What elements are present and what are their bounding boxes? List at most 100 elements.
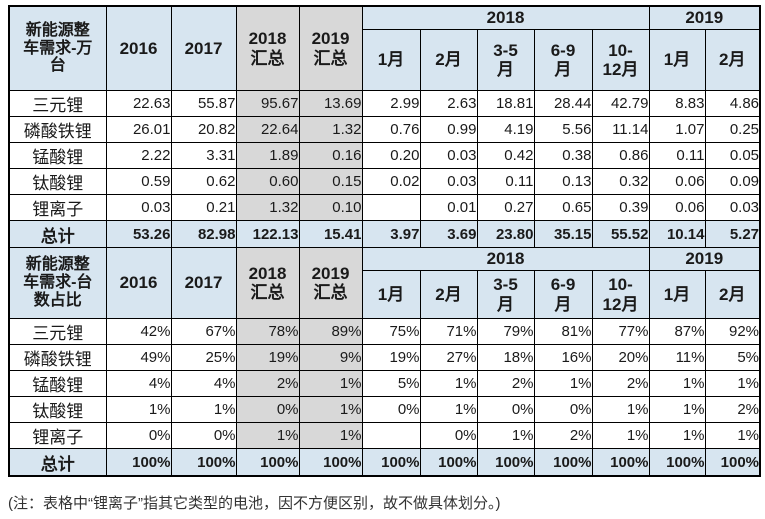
year-header-cell: 2016: [105, 5, 172, 91]
value-cell: 95.67: [235, 90, 300, 117]
value-cell: 16%: [533, 344, 593, 371]
value-cell: 92%: [704, 318, 761, 345]
value-cell: 11.14: [591, 116, 650, 143]
battery-type-label: 锂离子: [8, 194, 107, 221]
value-cell: 0.13: [533, 168, 593, 195]
battery-type-label: 钛酸锂: [8, 396, 107, 423]
value-cell: 1.32: [298, 116, 363, 143]
value-cell: [361, 194, 421, 221]
month-header-cell: 1月: [361, 29, 421, 91]
summary-header-cell: 2018 汇总: [235, 247, 300, 319]
year-header-cell: 2017: [170, 247, 237, 319]
value-cell: 2.63: [419, 90, 478, 117]
value-cell: 42.79: [591, 90, 650, 117]
value-cell: 1%: [419, 370, 478, 397]
value-cell: 26.01: [105, 116, 172, 143]
value-cell: 78%: [235, 318, 300, 345]
table-corner-label: 新能源整 车需求-台 数占比: [8, 247, 107, 319]
total-value-cell: 100%: [361, 448, 421, 477]
value-cell: 0.03: [105, 194, 172, 221]
value-cell: 0.01: [419, 194, 478, 221]
table-body: 新能源整 车需求-万 台 2016 2017 2018 汇总 2019 汇总 2018 20…: [8, 5, 761, 477]
battery-type-label: 锰酸锂: [8, 142, 107, 169]
value-cell: 0.20: [361, 142, 421, 169]
month-header-cell: 6-9 月: [533, 29, 593, 91]
total-value-cell: 100%: [476, 448, 535, 477]
value-cell: 5.56: [533, 116, 593, 143]
value-cell: 1%: [704, 422, 761, 449]
value-cell: 0.38: [533, 142, 593, 169]
value-cell: 87%: [648, 318, 706, 345]
value-cell: 0.39: [591, 194, 650, 221]
battery-type-label: 三元锂: [8, 90, 107, 117]
value-cell: 5%: [704, 344, 761, 371]
value-cell: 0.62: [170, 168, 237, 195]
value-cell: 27%: [419, 344, 478, 371]
value-cell: 0.05: [704, 142, 761, 169]
total-value-cell: 100%: [105, 448, 172, 477]
summary-header-cell: 2018 汇总: [235, 5, 300, 91]
total-value-cell: 5.27: [704, 220, 761, 248]
value-cell: 1%: [419, 396, 478, 423]
value-cell: 0.27: [476, 194, 535, 221]
value-cell: 4.19: [476, 116, 535, 143]
value-cell: 77%: [591, 318, 650, 345]
total-value-cell: 82.98: [170, 220, 237, 248]
value-cell: 18.81: [476, 90, 535, 117]
total-value-cell: 100%: [235, 448, 300, 477]
value-cell: 0%: [235, 396, 300, 423]
value-cell: 1%: [591, 396, 650, 423]
value-cell: 0%: [476, 396, 535, 423]
year-group-header: 2018: [361, 247, 650, 271]
value-cell: 20%: [591, 344, 650, 371]
value-cell: 4%: [170, 370, 237, 397]
total-value-cell: 100%: [533, 448, 593, 477]
value-cell: 49%: [105, 344, 172, 371]
value-cell: 1%: [648, 422, 706, 449]
month-header-cell: 1月: [648, 29, 706, 91]
month-header-cell: 10- 12月: [591, 29, 650, 91]
value-cell: 89%: [298, 318, 363, 345]
value-cell: 67%: [170, 318, 237, 345]
value-cell: 13.69: [298, 90, 363, 117]
value-cell: 0.06: [648, 168, 706, 195]
battery-demand-table: 新能源整 车需求-万 台 2016 2017 2018 汇总 2019 汇总 2018 20…: [8, 5, 762, 477]
battery-type-label: 锂离子: [8, 422, 107, 449]
page: 新能源整 车需求-万 台 2016 2017 2018 汇总 2019 汇总 2018 20…: [0, 5, 765, 519]
month-header-cell: 2月: [419, 270, 478, 319]
total-value-cell: 100%: [298, 448, 363, 477]
table-corner-label: 新能源整 车需求-万 台: [8, 5, 107, 91]
value-cell: 1%: [704, 370, 761, 397]
value-cell: 0%: [533, 396, 593, 423]
value-cell: 0.42: [476, 142, 535, 169]
value-cell: 75%: [361, 318, 421, 345]
total-value-cell: 55.52: [591, 220, 650, 248]
battery-type-label: 磷酸铁锂: [8, 344, 107, 371]
battery-type-label: 磷酸铁锂: [8, 116, 107, 143]
value-cell: 0.03: [419, 142, 478, 169]
value-cell: 0.59: [105, 168, 172, 195]
value-cell: 0.03: [704, 194, 761, 221]
month-header-cell: 6-9 月: [533, 270, 593, 319]
value-cell: 2.99: [361, 90, 421, 117]
value-cell: 19%: [235, 344, 300, 371]
month-header-cell: 3-5 月: [476, 270, 535, 319]
total-value-cell: 100%: [419, 448, 478, 477]
value-cell: 1%: [298, 422, 363, 449]
value-cell: 0.10: [298, 194, 363, 221]
summary-header-cell: 2019 汇总: [298, 5, 363, 91]
total-value-cell: 122.13: [235, 220, 300, 248]
value-cell: 1%: [476, 422, 535, 449]
value-cell: 4.86: [704, 90, 761, 117]
value-cell: 2.22: [105, 142, 172, 169]
total-value-cell: 23.80: [476, 220, 535, 248]
total-value-cell: 100%: [648, 448, 706, 477]
month-header-cell: 3-5 月: [476, 29, 535, 91]
value-cell: 0.86: [591, 142, 650, 169]
total-value-cell: 53.26: [105, 220, 172, 248]
value-cell: 1.89: [235, 142, 300, 169]
value-cell: 1.07: [648, 116, 706, 143]
total-value-cell: 100%: [591, 448, 650, 477]
value-cell: 11%: [648, 344, 706, 371]
value-cell: 1%: [298, 396, 363, 423]
